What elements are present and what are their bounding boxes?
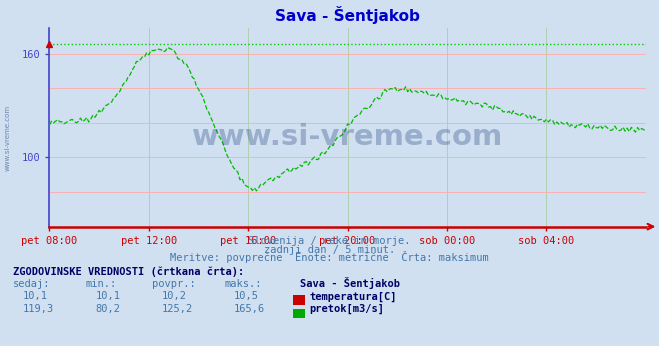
Text: 10,2: 10,2 [161, 291, 186, 301]
Text: sedaj:: sedaj: [13, 279, 51, 289]
Text: 119,3: 119,3 [23, 304, 54, 314]
Text: 10,1: 10,1 [96, 291, 121, 301]
Text: maks.:: maks.: [224, 279, 262, 289]
Text: 10,5: 10,5 [234, 291, 259, 301]
Text: min.:: min.: [86, 279, 117, 289]
Text: www.si-vreme.com: www.si-vreme.com [5, 105, 11, 172]
Text: Sava - Šentjakob: Sava - Šentjakob [300, 277, 400, 289]
Text: zadnji dan / 5 minut.: zadnji dan / 5 minut. [264, 245, 395, 255]
Title: Sava - Šentjakob: Sava - Šentjakob [275, 6, 420, 24]
Text: Meritve: povprečne  Enote: metrične  Črta: maksimum: Meritve: povprečne Enote: metrične Črta:… [170, 251, 489, 263]
Text: 125,2: 125,2 [161, 304, 192, 314]
Text: povpr.:: povpr.: [152, 279, 195, 289]
Text: www.si-vreme.com: www.si-vreme.com [192, 123, 503, 151]
Text: temperatura[C]: temperatura[C] [310, 291, 397, 301]
Text: pretok[m3/s]: pretok[m3/s] [310, 304, 385, 314]
Text: 10,1: 10,1 [23, 291, 48, 301]
Text: Slovenija / reke in morje.: Slovenija / reke in morje. [248, 236, 411, 246]
Text: ZGODOVINSKE VREDNOSTI (črtkana črta):: ZGODOVINSKE VREDNOSTI (črtkana črta): [13, 266, 244, 277]
Text: 165,6: 165,6 [234, 304, 265, 314]
Text: 80,2: 80,2 [96, 304, 121, 314]
